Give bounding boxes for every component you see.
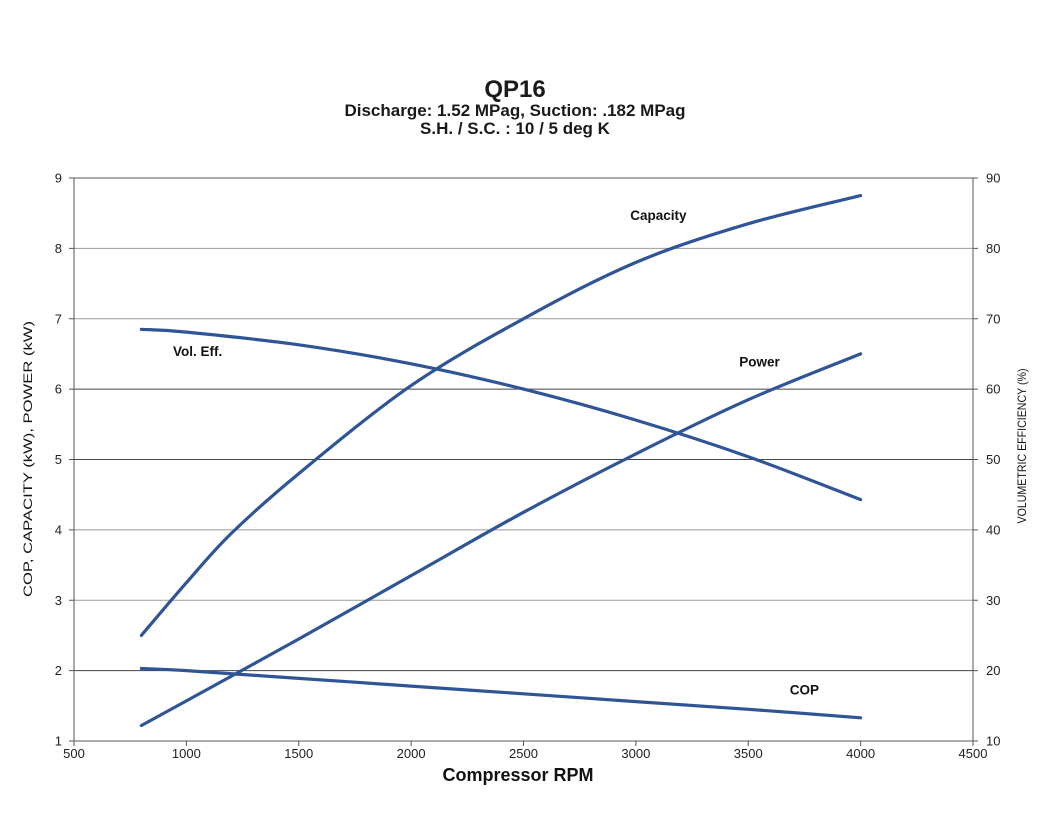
y-right-tick-label: 80 [986,241,1000,256]
y-left-tick-label: 6 [55,382,62,397]
y-right-tick-label: 40 [986,522,1000,537]
chart-subtitle-line-2: S.H. / S.C. : 10 / 5 deg K [420,119,610,138]
y-left-tick-label: 7 [55,311,62,326]
x-tick-label: 2000 [397,746,426,761]
y-right-tick-label: 50 [986,452,1000,467]
y-left-tick-label: 9 [55,171,62,186]
series-lines [139,194,863,728]
y-right-tick-label: 20 [986,663,1000,678]
y-right-tick-label: 60 [986,382,1000,397]
x-tick-label: 500 [63,746,85,761]
y-left-tick-label: 5 [55,452,62,467]
y-left-tick-label: 8 [55,241,62,256]
y-left-tick-label: 4 [55,522,62,537]
series-label-cop: COP [790,683,819,698]
chart-title: QP16 [484,76,546,103]
series-label-capacity: Capacity [630,208,687,223]
x-tick-label: 2500 [509,746,538,761]
y-axis-left-label: COP, CAPACITY (kW), POWER (kW) [21,321,35,597]
x-tick-label: 3500 [734,746,763,761]
x-tick-label: 1000 [172,746,201,761]
y-left-tick-label: 3 [55,593,62,608]
x-tick-label: 3000 [621,746,650,761]
y-axis-right-label: VOLUMETRIC EFFICIENCY (%) [1015,368,1029,523]
x-tick-label: 4500 [959,746,988,761]
y-right-tick-label: 10 [986,734,1000,749]
y-right-tick-label: 90 [986,171,1000,186]
series-label-power: Power [739,355,780,370]
y-right-tick-label: 30 [986,593,1000,608]
chart-subtitle-line-1: Discharge: 1.52 MPag, Suction: .182 MPag [344,101,686,120]
series-labels: Capacity Power Vol. Eff. COP [173,208,819,697]
series-line-capacity [139,194,863,637]
grid-lines [74,247,973,672]
series-line-cop [139,666,863,720]
y-right-tick-label: 70 [986,311,1000,326]
y-left-tick-label: 1 [55,734,62,749]
x-axis-label: Compressor RPM [442,765,593,785]
x-tick-label: 1500 [284,746,313,761]
series-label-vol-eff: Vol. Eff. [173,344,222,359]
series-line-power [139,352,863,728]
series-line-vol-eff [139,327,863,502]
y-left-tick-label: 2 [55,663,62,678]
x-tick-label: 4000 [846,746,875,761]
axis-ticks: 1 2 3 4 5 6 7 8 9 10 20 30 40 50 60 70 80 90 500 1000 1500 20… [55,171,1001,762]
